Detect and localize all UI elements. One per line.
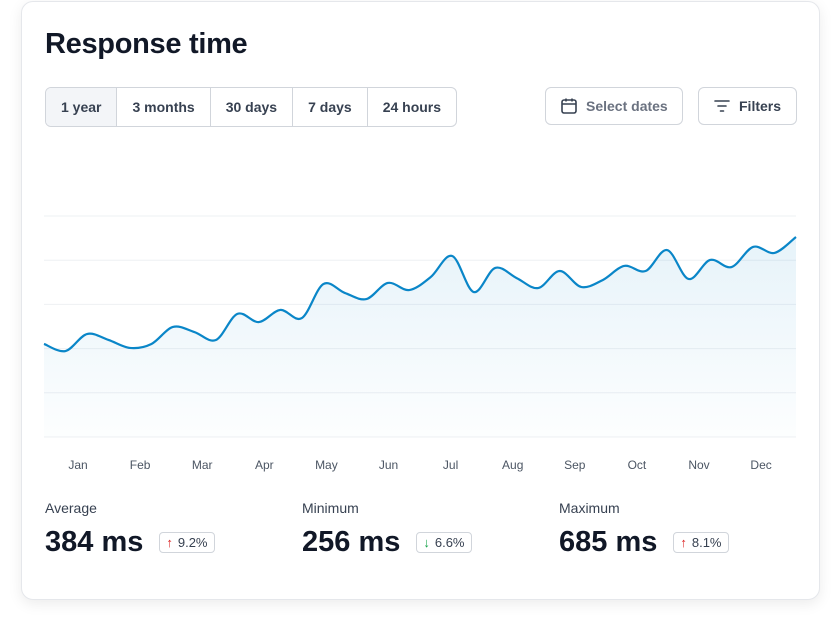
range-3-months[interactable]: 3 months <box>117 88 211 126</box>
x-tick-label: Sep <box>564 458 586 472</box>
stat-label: Maximum <box>559 500 620 516</box>
x-tick-label: Oct <box>628 458 647 472</box>
x-tick-label: Jun <box>379 458 398 472</box>
filters-button[interactable]: Filters <box>698 87 797 125</box>
range-24-hours[interactable]: 24 hours <box>382 99 442 115</box>
range-1-year[interactable]: 1 year <box>46 88 118 126</box>
time-range-selector: 1 year 3 months 30 days 7 days 24 hours <box>45 87 458 127</box>
stat-value: 256 ms <box>302 526 401 558</box>
series-line <box>43 236 797 353</box>
arrow-up-icon: ↑ <box>166 535 173 550</box>
filter-lines-icon <box>714 100 730 112</box>
response-time-chart: Jan Feb Mar Apr May Jun Jul Aug Sep Oct Nov Dec <box>43 215 797 472</box>
change-badge: ↑ 9.2% <box>159 532 215 553</box>
area-fill <box>44 236 796 437</box>
x-tick-label: Apr <box>255 458 274 472</box>
x-tick-label: May <box>315 458 338 472</box>
change-value: 6.6% <box>434 535 465 550</box>
x-tick-label: Feb <box>130 458 151 472</box>
stat-label: Minimum <box>302 500 359 516</box>
change-value: 9.2% <box>177 535 208 550</box>
range-30-days[interactable]: 30 days <box>211 88 294 126</box>
stat-minimum: Minimum 256 ms ↓ 6.6% <box>302 500 472 559</box>
stat-value: 384 ms <box>45 526 144 558</box>
range-7-days[interactable]: 7 days <box>293 88 368 126</box>
change-value: 8.1% <box>691 535 722 550</box>
x-tick-label: Aug <box>502 458 523 472</box>
x-tick-label: Nov <box>688 458 709 472</box>
stat-value: 685 ms <box>559 526 658 558</box>
stat-average: Average 384 ms ↑ 9.2% <box>45 500 215 559</box>
stat-label: Average <box>45 500 97 516</box>
arrow-down-icon: ↓ <box>423 535 430 550</box>
calendar-icon <box>561 98 577 114</box>
x-tick-label: Jul <box>443 458 458 472</box>
x-tick-label: Jan <box>68 458 87 472</box>
select-dates-label: Select dates <box>586 98 668 114</box>
card-title: Response time <box>45 28 248 60</box>
x-tick-label: Mar <box>192 458 213 472</box>
change-badge: ↓ 6.6% <box>416 532 472 553</box>
change-badge: ↑ 8.1% <box>673 532 729 553</box>
stat-maximum: Maximum 685 ms ↑ 8.1% <box>559 500 729 559</box>
arrow-up-icon: ↑ <box>680 535 687 550</box>
filters-label: Filters <box>739 98 782 114</box>
x-tick-label: Dec <box>750 458 771 472</box>
select-dates-button[interactable]: Select dates <box>545 87 683 125</box>
